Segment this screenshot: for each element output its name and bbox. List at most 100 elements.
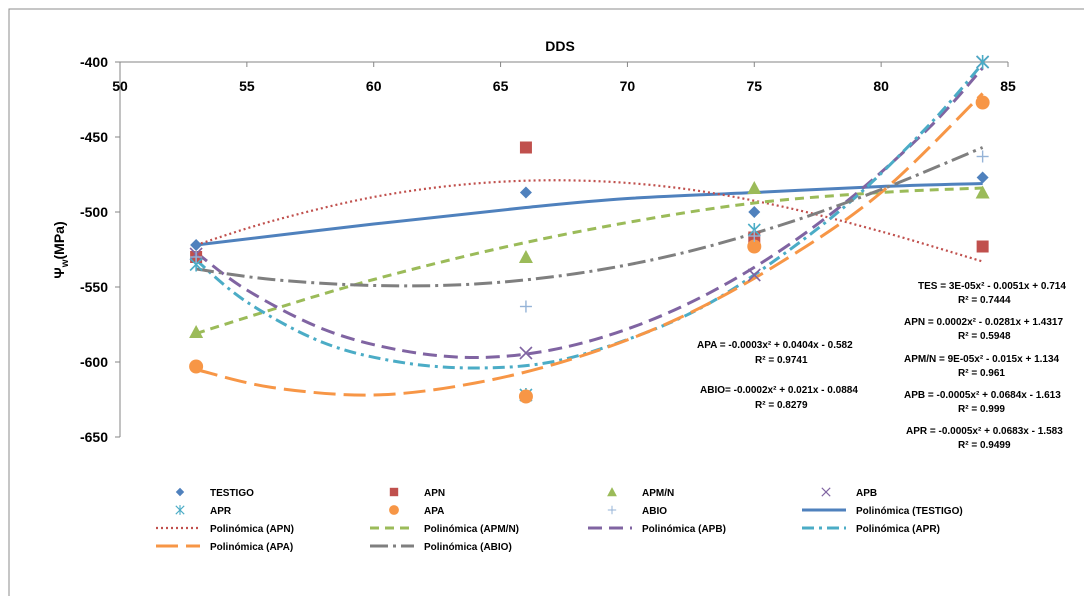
- data-point-apm-n: [189, 325, 204, 338]
- annotation-apb-r2: R² = 0.999: [958, 404, 1005, 415]
- data-point-testigo: [190, 239, 203, 251]
- data-point-apa: [975, 95, 990, 110]
- legend-label-abio: ABIO: [642, 506, 667, 517]
- legend-item-polin-mica-apb: Polinómica (APB): [588, 524, 726, 535]
- data-point-apm-n: [975, 185, 990, 199]
- legend-label-polin-mica-apm-n: Polinómica (APM/N): [424, 524, 519, 535]
- legend-marker-apm-n: [607, 487, 617, 497]
- data-point-apn: [519, 141, 532, 154]
- annotation-apn-eq: APN = 0.0002x² - 0.0281x + 1.4317: [904, 317, 1063, 328]
- annotation-abio-eq: ABIO= -0.0002x² + 0.021x - 0.0884: [700, 385, 858, 396]
- annotation-apn-r2: R² = 0.5948: [958, 331, 1011, 342]
- y-axis-title-rest: (MPa): [51, 221, 67, 259]
- data-point-apa: [189, 359, 204, 374]
- data-point-apb: [747, 268, 761, 282]
- legend-item-polin-mica-apa: Polinómica (APA): [156, 542, 293, 553]
- x-tick-label: 85: [1000, 78, 1016, 94]
- legend-item-apb: APB: [821, 487, 877, 499]
- y-tick-label: -400: [80, 54, 108, 70]
- chart-border: [8, 8, 1084, 600]
- trendline-polin-mica-abio: [195, 146, 984, 288]
- legend-label-polin-mica-testigo: Polinómica (TESTIGO): [856, 506, 963, 517]
- annotation-apa-r2: R² = 0.9741: [755, 355, 808, 366]
- legend-marker-apa: [389, 505, 399, 515]
- legend-item-polin-mica-apn: Polinómica (APN): [156, 524, 294, 535]
- data-point-apm-n: [747, 181, 762, 194]
- markers: [189, 55, 990, 404]
- trendline-polin-mica-apr: [195, 62, 984, 370]
- legend-label-apn: APN: [424, 488, 445, 499]
- x-axis-title: DDS: [545, 38, 575, 54]
- legend-label-polin-mica-apa: Polinómica (APA): [210, 542, 293, 553]
- legend-label-apb: APB: [856, 488, 877, 499]
- legend-item-abio: ABIO: [607, 505, 667, 517]
- trendline-polin-mica-apn: [195, 179, 983, 263]
- x-tick-label: 65: [493, 78, 509, 94]
- data-point-abio: [519, 300, 532, 313]
- legend-item-polin-mica-apr: Polinómica (APR): [802, 524, 940, 535]
- y-axis-title-main: Ψ: [51, 267, 67, 278]
- legend-label-testigo: TESTIGO: [210, 488, 254, 499]
- data-point-abio: [748, 230, 761, 242]
- y-tick-label: -600: [80, 354, 108, 370]
- legend-label-polin-mica-apn: Polinómica (APN): [210, 524, 294, 535]
- y-tick-label: -550: [80, 279, 108, 295]
- annotation-tes-r2: R² = 0.7444: [958, 295, 1011, 306]
- legend-item-polin-mica-abio: Polinómica (ABIO): [370, 542, 512, 553]
- annotation-apa-eq: APA = -0.0003x² + 0.0404x - 0.582: [697, 340, 853, 351]
- x-tick-label: 80: [873, 78, 889, 94]
- annotation-abio-r2: R² = 0.8279: [755, 400, 808, 411]
- legend-label-apm-n: APM/N: [642, 488, 674, 499]
- data-point-testigo: [976, 171, 989, 184]
- annotation-apr-eq: APR = -0.0005x² + 0.0683x - 1.583: [906, 426, 1063, 437]
- legend-item-apm-n: APM/N: [607, 487, 674, 499]
- trendline-polin-mica-apm-n: [195, 186, 983, 335]
- annotation-apmn-eq: APM/N = 9E-05x² - 0.015x + 1.134: [904, 354, 1060, 365]
- data-point-apm-n: [518, 250, 533, 263]
- legend-label-polin-mica-abio: Polinómica (ABIO): [424, 542, 512, 553]
- annotation-apr-r2: R² = 0.9499: [958, 440, 1011, 451]
- axes: 50 55 60 65 70 75 80 85 -400 -450 -500 -550 -600 -650: [80, 54, 1016, 445]
- y-tick-label: -450: [80, 129, 108, 145]
- y-axis-title: Ψw(MPa): [51, 221, 71, 278]
- legend-label-polin-mica-apr: Polinómica (APR): [856, 524, 940, 535]
- data-point-testigo: [519, 186, 532, 199]
- legend-item-apa: APA: [389, 505, 444, 517]
- trendlines: [195, 62, 984, 397]
- annotation-apmn-r2: R² = 0.961: [958, 368, 1005, 379]
- data-point-apb: [519, 346, 533, 360]
- legend-item-polin-mica-apm-n: Polinómica (APM/N): [370, 524, 519, 535]
- legend-label-polin-mica-apb: Polinómica (APB): [642, 524, 726, 535]
- legend-item-apn: APN: [389, 487, 445, 499]
- x-tick-label: 60: [366, 78, 382, 94]
- legend-marker-abio: [607, 505, 617, 515]
- x-tick-label: 55: [239, 78, 255, 94]
- x-tick-label: 75: [746, 78, 762, 94]
- y-tick-label: -500: [80, 204, 108, 220]
- legend-marker-apr: [175, 505, 185, 515]
- x-tick-label: 50: [112, 78, 128, 94]
- data-point-apn: [976, 240, 989, 253]
- legend: TESTIGO APN APM/N APB APR APA ABIO Polinómica (…: [156, 487, 963, 553]
- data-point-apa: [518, 389, 533, 404]
- y-tick-label: -650: [80, 429, 108, 445]
- legend-marker-apn: [389, 487, 399, 497]
- legend-label-apr: APR: [210, 506, 232, 517]
- data-point-testigo: [748, 206, 761, 218]
- data-point-abio: [976, 150, 989, 163]
- data-point-apa: [747, 239, 762, 254]
- y-axis-title-sub: w: [60, 259, 71, 268]
- legend-marker-apb: [821, 487, 831, 497]
- legend-item-apr: APR: [175, 505, 232, 517]
- data-point-abio: [190, 251, 203, 263]
- trendline-polin-mica-apa: [195, 92, 984, 397]
- trendline-polin-mica-testigo: [195, 182, 983, 247]
- annotation-tes-eq: TES = 3E-05x² - 0.0051x + 0.714: [918, 281, 1066, 292]
- legend-label-apa: APA: [424, 506, 444, 517]
- legend-item-polin-mica-testigo: Polinómica (TESTIGO): [802, 506, 963, 517]
- x-tick-label: 70: [620, 78, 636, 94]
- data-point-apr: [976, 55, 990, 69]
- equation-annotations: TES = 3E-05x² - 0.0051x + 0.714 R² = 0.7…: [697, 281, 1066, 451]
